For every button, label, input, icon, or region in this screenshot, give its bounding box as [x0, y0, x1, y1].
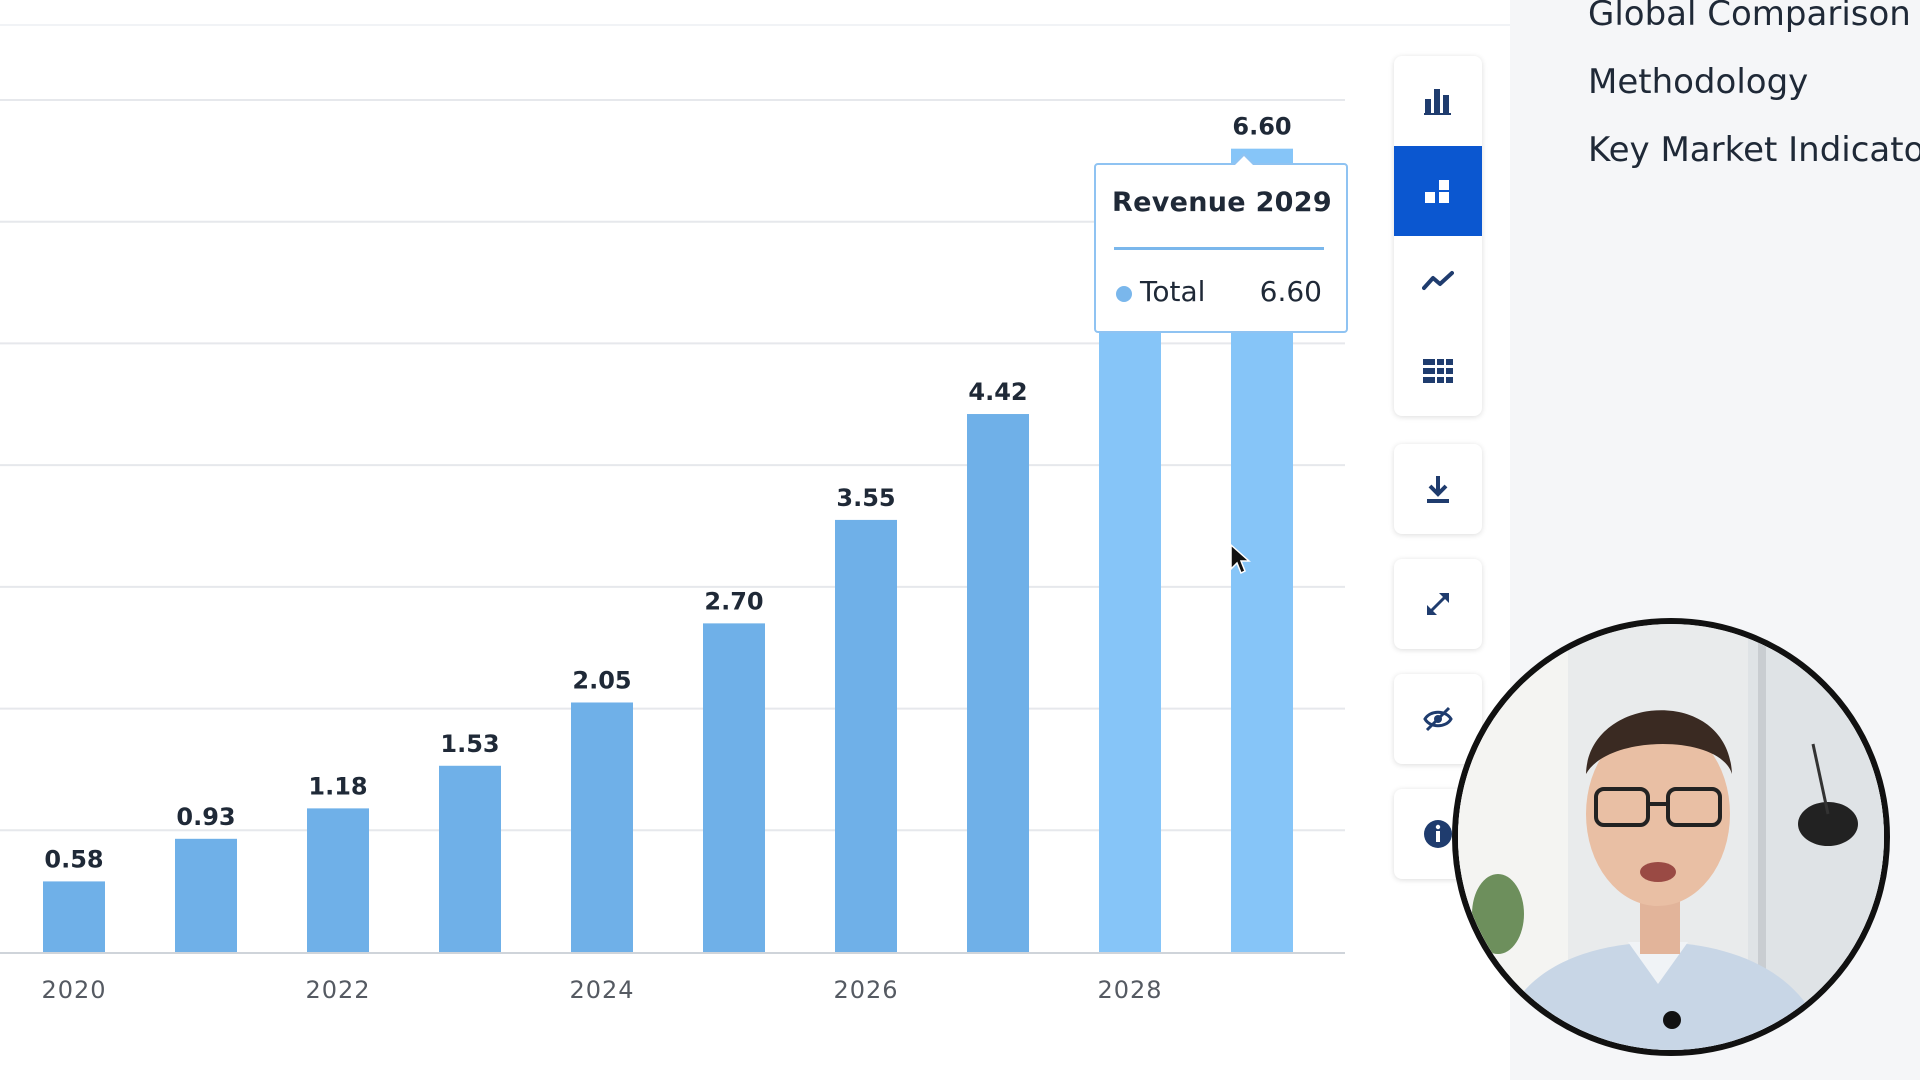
stacked-chart-icon: [1425, 180, 1449, 203]
top-divider: [0, 24, 1510, 26]
bar-2025[interactable]: [703, 623, 765, 952]
x-tick-label-2020: 2020: [41, 976, 106, 1004]
bar-chart-view-button[interactable]: [1394, 56, 1482, 146]
tooltip-series-dot: [1116, 286, 1132, 302]
bar-2024[interactable]: [571, 702, 633, 952]
hide-icon: [1423, 706, 1453, 732]
info-button[interactable]: [1394, 789, 1482, 879]
data-label-2024: 2.05: [572, 666, 631, 694]
data-label-2027: 4.42: [968, 378, 1027, 406]
table-icon: [1423, 359, 1453, 383]
data-label-2023: 1.53: [440, 730, 499, 758]
nav-link-key-market-indicators[interactable]: Key Market Indicato: [1588, 130, 1920, 170]
tooltip-series-label: Total: [1140, 275, 1206, 308]
x-tick-label-2022: 2022: [305, 976, 370, 1004]
chart-tooltip: Revenue 2029 Total 6.60: [1094, 153, 1348, 333]
mouse-cursor-icon: [1230, 543, 1251, 575]
chart-view-toolbar: [1394, 56, 1482, 416]
info-icon: [1424, 820, 1452, 848]
bar-2028[interactable]: [1099, 282, 1161, 953]
revenue-bar-chart: 0.58 2020 0.93 1.18 2022 1.53 2.05 2024 2.70 3.55…: [0, 99, 1345, 1004]
data-label-2025: 2.70: [704, 587, 763, 615]
hide-button[interactable]: [1394, 674, 1482, 764]
bar-2023[interactable]: [439, 765, 501, 952]
line-chart-view-button[interactable]: [1394, 236, 1482, 326]
table-view-button[interactable]: [1394, 326, 1482, 416]
bar-2020[interactable]: [43, 881, 105, 952]
chart-area: 0.58 2020 0.93 1.18 2022 1.53 2.05 2024 2.70 3.55…: [0, 24, 1510, 1004]
line-chart-icon: [1422, 271, 1454, 290]
data-label-2021: 0.93: [176, 803, 235, 831]
data-label-2020: 0.58: [44, 845, 103, 873]
download-toolbar: [1394, 444, 1482, 534]
bar-2027[interactable]: [967, 414, 1029, 953]
bar-2021[interactable]: [175, 838, 237, 952]
bar-chart-icon: [1424, 89, 1451, 115]
stacked-chart-view-button[interactable]: [1394, 146, 1482, 236]
nav-link-methodology[interactable]: Methodology: [1588, 62, 1809, 102]
fullscreen-button[interactable]: [1394, 559, 1482, 649]
x-tick-label-2024: 2024: [569, 976, 634, 1004]
hide-toolbar: [1394, 674, 1482, 764]
expand-icon: [1427, 593, 1449, 615]
nav-link-global-comparison[interactable]: Global Comparison: [1588, 0, 1911, 34]
fullscreen-toolbar: [1394, 559, 1482, 649]
tooltip-title: Revenue 2029: [1112, 187, 1332, 218]
presenter-video-image: [1458, 624, 1884, 1050]
tooltip-divider: [1114, 247, 1324, 250]
tooltip-series-value: 6.60: [1259, 275, 1322, 308]
download-icon: [1427, 476, 1449, 503]
presenter-webcam: [1452, 618, 1890, 1056]
data-label-2029: 6.60: [1232, 113, 1291, 141]
x-tick-label-2028: 2028: [1097, 976, 1162, 1004]
bar-2026[interactable]: [835, 519, 897, 952]
download-button[interactable]: [1394, 444, 1482, 534]
data-label-2022: 1.18: [308, 772, 367, 800]
bar-2022[interactable]: [307, 808, 369, 952]
data-label-2026: 3.55: [836, 484, 895, 512]
x-tick-label-2026: 2026: [833, 976, 898, 1004]
